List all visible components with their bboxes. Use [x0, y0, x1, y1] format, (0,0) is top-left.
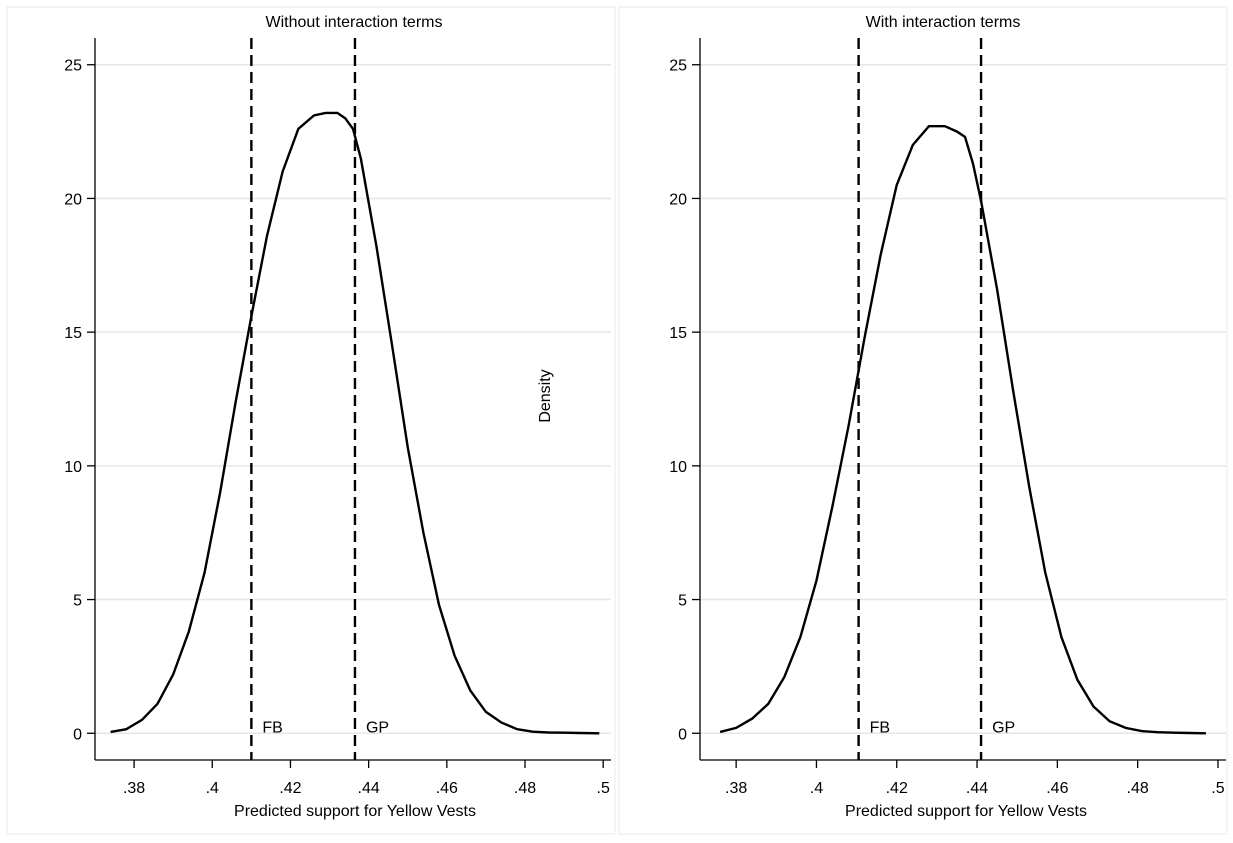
- y-tick-label: 10: [64, 459, 82, 476]
- x-tick-label: .48: [1127, 780, 1149, 797]
- x-tick-label: .38: [123, 780, 145, 797]
- y-tick-label: 25: [669, 58, 687, 75]
- y-tick-label: 10: [669, 459, 687, 476]
- y-tick-label: 0: [678, 726, 687, 743]
- x-tick-label: .5: [1211, 780, 1224, 797]
- y-ticks: 0 5 10 15 20 25: [64, 58, 95, 743]
- x-tick-label: .46: [436, 780, 458, 797]
- reference-label-gp: GP: [992, 719, 1015, 736]
- reference-lines: FB GP: [250, 38, 389, 760]
- x-tick-label: .48: [514, 780, 536, 797]
- y-axis-title: Density: [537, 369, 554, 422]
- y-tick-label: 25: [64, 58, 82, 75]
- y-tick-label: 15: [669, 325, 687, 342]
- y-tick-label: 20: [64, 191, 82, 208]
- x-tick-label: .38: [725, 780, 747, 797]
- panel-border: [618, 6, 1228, 835]
- x-tick-label: .4: [810, 780, 823, 797]
- x-tick-label: .5: [597, 780, 610, 797]
- x-ticks: .38 .4 .42 .44 .46 .48 .5: [725, 760, 1225, 797]
- panel-without-interaction-terms: 0 5 10 15 20 25 .38 .4 .42 .44 .46 .48 .5 FB GP With…: [6, 6, 616, 835]
- x-tick-label: .4: [206, 780, 219, 797]
- y-tick-label: 15: [64, 325, 82, 342]
- panel-border: [6, 6, 616, 835]
- x-tick-label: .44: [966, 780, 988, 797]
- x-tick-label: .46: [1046, 780, 1068, 797]
- panel-title: With interaction terms: [866, 14, 1021, 31]
- x-ticks: .38 .4 .42 .44 .46 .48 .5: [123, 760, 610, 797]
- x-tick-label: .42: [279, 780, 301, 797]
- x-tick-label: .44: [358, 780, 380, 797]
- x-tick-label: .42: [886, 780, 908, 797]
- density-curve: [110, 111, 600, 735]
- panel-with-interaction-terms: 0 5 10 15 20 25 .38 .4 .42 .44 .46 .48 .5 FB GP With…: [618, 6, 1228, 835]
- y-tick-label: 5: [73, 593, 82, 610]
- y-tick-label: 5: [678, 593, 687, 610]
- reference-lines: FB GP: [857, 38, 1015, 760]
- y-tick-label: 0: [73, 726, 82, 743]
- y-ticks: 0 5 10 15 20 25: [669, 58, 700, 743]
- y-tick-label: 20: [669, 191, 687, 208]
- x-axis-title: Predicted support for Yellow Vests: [845, 803, 1087, 820]
- reference-label-gp: GP: [366, 719, 389, 736]
- reference-label-fb: FB: [262, 719, 282, 736]
- density-curve: [719, 125, 1206, 735]
- panel-title: Without interaction terms: [266, 14, 443, 31]
- y-gridlines: [95, 63, 611, 735]
- reference-label-fb: FB: [870, 719, 890, 736]
- y-gridlines: [700, 63, 1226, 735]
- x-axis-title: Predicted support for Yellow Vests: [234, 803, 476, 820]
